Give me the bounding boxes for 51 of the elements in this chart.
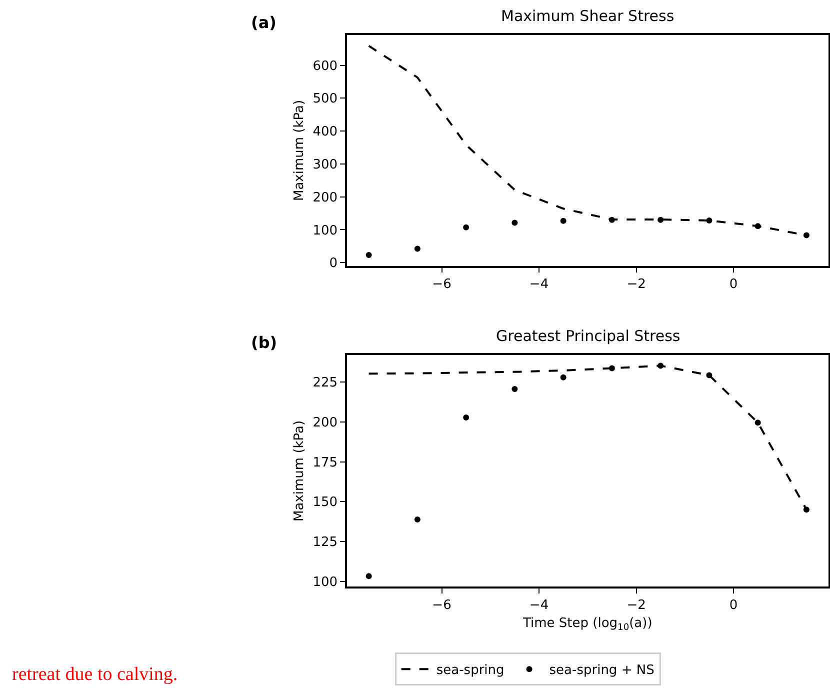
text: retreat due to calving. [12,664,178,685]
y-tick-label: 200 [312,190,338,206]
point [658,362,664,369]
point [608,365,615,372]
legend-label: sea-spring [436,663,504,678]
point [560,374,566,380]
point [414,246,420,252]
y-tick-label: 300 [312,157,338,172]
y-axis-title: Maximum (kPa) [292,100,308,201]
point [512,386,518,392]
text: (a) [251,13,276,32]
point [560,218,566,224]
y-tick-label: 175 [312,455,338,470]
y-tick-label: 200 [312,415,338,430]
y-tick-label: 600 [312,58,338,74]
point [463,414,470,420]
y-tick-label: 400 [312,124,338,140]
point [366,573,372,580]
y-axis-title: Maximum (kPa) [292,420,308,522]
y-tick-label: 0 [329,256,338,272]
chart-title: Maximum Shear Stress [501,7,674,25]
y-tick-label: 500 [312,92,338,107]
point [414,516,420,522]
x-tick-label: −6 [432,598,452,614]
y-tick-label: 150 [312,495,338,510]
x-tick-label: 0 [729,598,738,614]
point [803,506,810,513]
point [512,220,518,226]
y-tick-label: 225 [312,376,338,391]
legend-label: sea-spring + NS [549,663,654,678]
text: (b) [251,333,278,352]
point [754,223,761,230]
chart-title: Greatest Principal Stress [496,327,680,345]
x-tick-label: −2 [626,277,646,292]
x-tick-label: −6 [432,277,452,292]
point [463,224,470,230]
y-tick-label: 100 [312,223,338,238]
x-tick-label: −2 [626,598,646,614]
x-tick-label: −4 [529,277,549,292]
x-axis-title: Time Step (log$_{10}$(a)) [522,616,652,633]
y-tick-label: 100 [312,574,338,590]
x-tick-label: 0 [729,277,738,292]
point [608,216,615,223]
point [658,216,664,223]
point [366,252,372,258]
x-tick-label: −4 [529,598,549,614]
y-tick-label: 125 [312,535,338,550]
point [706,372,712,378]
point [754,420,761,426]
point [706,217,712,224]
point [803,232,810,238]
